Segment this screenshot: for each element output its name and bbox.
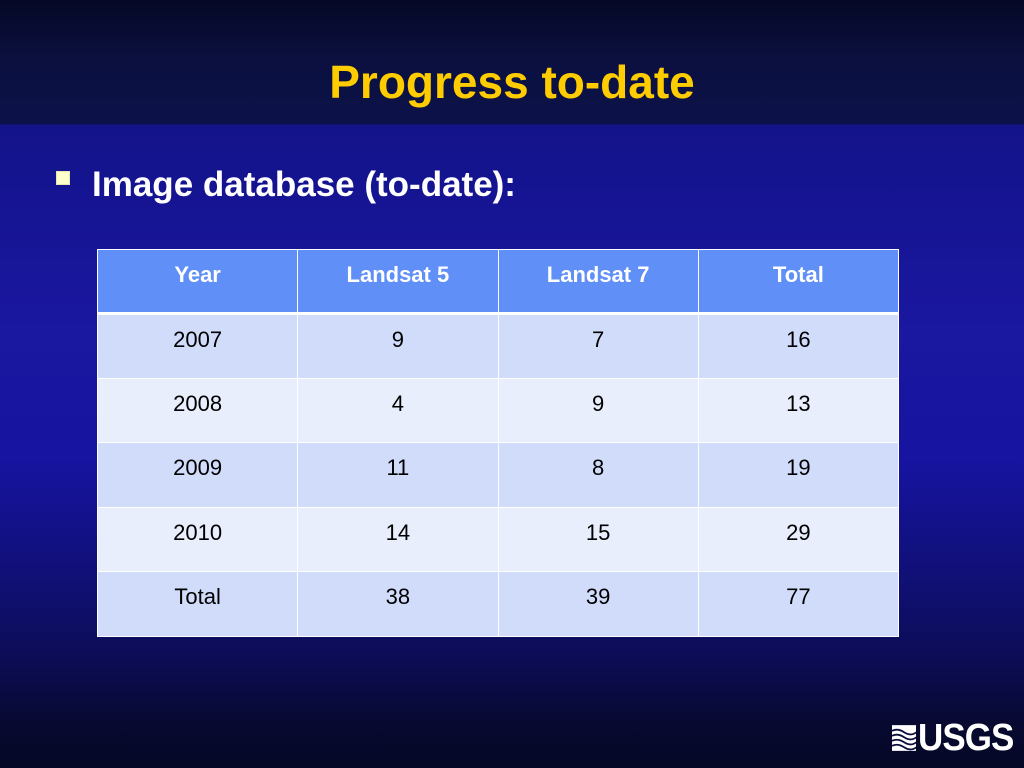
- image-database-table: Year Landsat 5 Landsat 7 Total 2007 9 7 …: [96, 249, 900, 637]
- cell-landsat-7: 15: [497, 506, 699, 573]
- header-landsat-5: Landsat 5: [297, 249, 499, 315]
- usgs-logo: USGS: [892, 716, 1022, 760]
- bullet-text: Image database (to-date):: [92, 165, 516, 204]
- cell-total: 77: [697, 571, 900, 637]
- cell-landsat-5: 9: [297, 313, 499, 379]
- usgs-logo-text: USGS: [918, 716, 1014, 759]
- header-year: Year: [96, 249, 299, 315]
- cell-landsat-5: 38: [297, 571, 499, 637]
- table-row: 2009 11 8 19: [96, 442, 900, 508]
- cell-landsat-5: 11: [297, 442, 499, 508]
- cell-total: 13: [697, 377, 900, 444]
- usgs-wave-icon: [892, 725, 917, 751]
- cell-total: 19: [697, 442, 900, 508]
- cell-year: Total: [96, 571, 299, 637]
- cell-landsat-7: 7: [497, 313, 699, 379]
- title-band: [0, 0, 1024, 124]
- cell-year: 2008: [96, 377, 299, 444]
- cell-total: 16: [697, 313, 900, 379]
- table-header-row: Year Landsat 5 Landsat 7 Total: [96, 249, 900, 315]
- cell-landsat-7: 8: [497, 442, 699, 508]
- header-total: Total: [697, 249, 900, 315]
- cell-landsat-7: 39: [497, 571, 699, 637]
- cell-total: 29: [697, 506, 900, 573]
- square-bullet-icon: [56, 171, 70, 185]
- slide-title: Progress to-date: [329, 56, 695, 108]
- table-row-total: Total 38 39 77: [96, 571, 900, 637]
- cell-landsat-5: 4: [297, 377, 499, 444]
- cell-landsat-5: 14: [297, 506, 499, 573]
- cell-year: 2007: [96, 313, 299, 379]
- table-row: 2010 14 15 29: [96, 506, 900, 573]
- table-row: 2008 4 9 13: [96, 377, 900, 444]
- cell-year: 2009: [96, 442, 299, 508]
- table-row: 2007 9 7 16: [96, 313, 900, 379]
- header-landsat-7: Landsat 7: [497, 249, 699, 315]
- cell-landsat-7: 9: [497, 377, 699, 444]
- cell-year: 2010: [96, 506, 299, 573]
- bullet-item: Image database (to-date):: [56, 160, 516, 210]
